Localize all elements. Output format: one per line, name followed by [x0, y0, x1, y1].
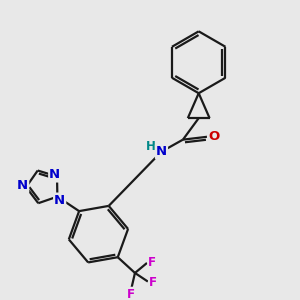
Text: F: F	[149, 276, 157, 289]
Text: F: F	[148, 256, 156, 269]
Text: N: N	[49, 169, 60, 182]
Text: N: N	[156, 145, 167, 158]
Text: O: O	[208, 130, 219, 143]
Text: H: H	[146, 140, 155, 153]
Text: N: N	[54, 194, 65, 207]
Text: F: F	[127, 288, 135, 300]
Text: N: N	[17, 179, 28, 192]
